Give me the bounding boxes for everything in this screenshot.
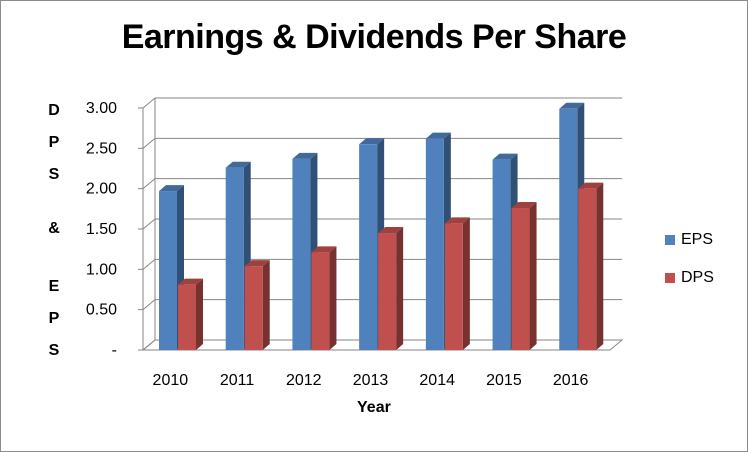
legend-label-dps: DPS <box>681 269 714 286</box>
x-tick-label: 2010 <box>153 372 189 389</box>
y-tick-label: 2.50 <box>86 140 117 157</box>
y-axis-title-letter: P <box>48 310 60 327</box>
bar-top <box>244 260 270 267</box>
dps-bar <box>378 233 397 350</box>
legend-swatch-dps <box>665 273 675 283</box>
y-tick-label: 2.00 <box>86 181 117 198</box>
gridline-side <box>142 178 156 190</box>
bar-top <box>159 185 184 192</box>
x-axis-title: Year <box>357 399 391 416</box>
dps-bar <box>311 252 330 350</box>
dps-bar <box>444 223 463 350</box>
bar-side <box>262 260 270 350</box>
y-axis-title: D P S & E P S <box>36 96 72 366</box>
legend-item-eps: EPS <box>665 228 714 252</box>
bar-top <box>292 152 318 159</box>
bar-side <box>462 217 470 350</box>
x-tick-label: 2013 <box>353 372 389 389</box>
y-axis-title-letter: E <box>48 278 60 295</box>
gridline-side <box>142 218 156 230</box>
bar-top <box>425 132 451 139</box>
bar-top <box>359 138 385 145</box>
legend: EPS DPS <box>665 228 714 304</box>
bar-top <box>444 217 470 224</box>
x-tick-label: 2012 <box>286 372 322 389</box>
dps-bar <box>578 188 597 350</box>
y-axis-title-letter: S <box>48 342 60 359</box>
y-axis-title-letter: & <box>48 220 60 237</box>
y-tick-label: 3.00 <box>86 100 117 117</box>
dps-bar <box>178 284 196 350</box>
x-tick-label: 2011 <box>220 372 255 389</box>
x-tick-label: 2015 <box>486 372 522 389</box>
legend-label-eps: EPS <box>681 231 714 248</box>
gridline-side <box>142 137 156 149</box>
bar-top <box>378 227 404 234</box>
bar-top <box>511 202 537 209</box>
gridline-side <box>142 299 156 311</box>
gridline-side <box>142 258 156 270</box>
bar-side <box>529 202 537 350</box>
chart-title: Earnings & Dividends Per Share <box>121 18 627 56</box>
y-tick-label: - <box>112 342 117 359</box>
eps-bar <box>425 138 444 350</box>
x-tick-label: 2016 <box>553 372 589 389</box>
dps-bar <box>244 266 263 350</box>
x-tick-label: 2014 <box>419 372 455 389</box>
y-tick-label: 1.00 <box>86 261 117 278</box>
gridline-side <box>142 97 156 109</box>
bar-side <box>329 246 337 350</box>
eps-bar <box>559 108 578 350</box>
bar-top <box>578 182 604 189</box>
bar-top <box>178 278 203 285</box>
legend-swatch-eps <box>665 235 675 245</box>
y-tick-label: 0.50 <box>86 302 117 319</box>
eps-bar <box>492 159 511 350</box>
eps-bar <box>292 158 311 350</box>
bar-side <box>596 182 604 350</box>
y-axis-title-letter: D <box>48 102 60 119</box>
y-tick-label: 1.50 <box>86 221 117 238</box>
legend-item-dps: DPS <box>665 266 714 290</box>
bar-side <box>396 227 404 350</box>
bar-side <box>196 278 203 350</box>
bar-top <box>492 153 518 160</box>
bar-top <box>225 161 251 168</box>
eps-bar <box>225 167 244 350</box>
bar-top <box>311 246 337 253</box>
y-axis-title-letter: P <box>48 134 60 151</box>
y-axis-title-letter: S <box>48 166 60 183</box>
dps-bar <box>511 208 530 350</box>
eps-bar <box>359 144 378 350</box>
eps-bar <box>159 191 177 350</box>
bar-top <box>559 102 585 109</box>
